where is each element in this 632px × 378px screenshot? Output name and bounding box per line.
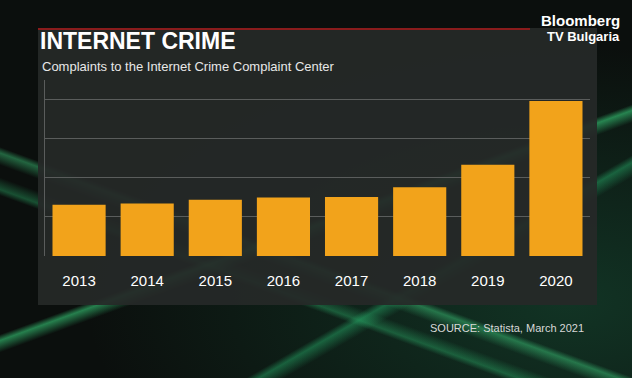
svg-text:2017: 2017 [335, 272, 368, 289]
svg-text:Bloomberg: Bloomberg [541, 12, 620, 29]
svg-text:2020: 2020 [539, 272, 572, 289]
svg-text:INTERNET CRIME: INTERNET CRIME [40, 28, 236, 54]
svg-text:TV Bulgaria: TV Bulgaria [547, 29, 620, 44]
svg-text:2014: 2014 [131, 272, 164, 289]
svg-text:2018: 2018 [403, 272, 436, 289]
svg-text:Complaints to the Internet Cri: Complaints to the Internet Crime Complai… [42, 59, 335, 74]
svg-text:2013: 2013 [62, 272, 95, 289]
svg-text:SOURCE: Statista, March 2021: SOURCE: Statista, March 2021 [430, 322, 584, 334]
svg-text:2016: 2016 [267, 272, 300, 289]
svg-text:2015: 2015 [199, 272, 232, 289]
svg-text:2019: 2019 [471, 272, 504, 289]
